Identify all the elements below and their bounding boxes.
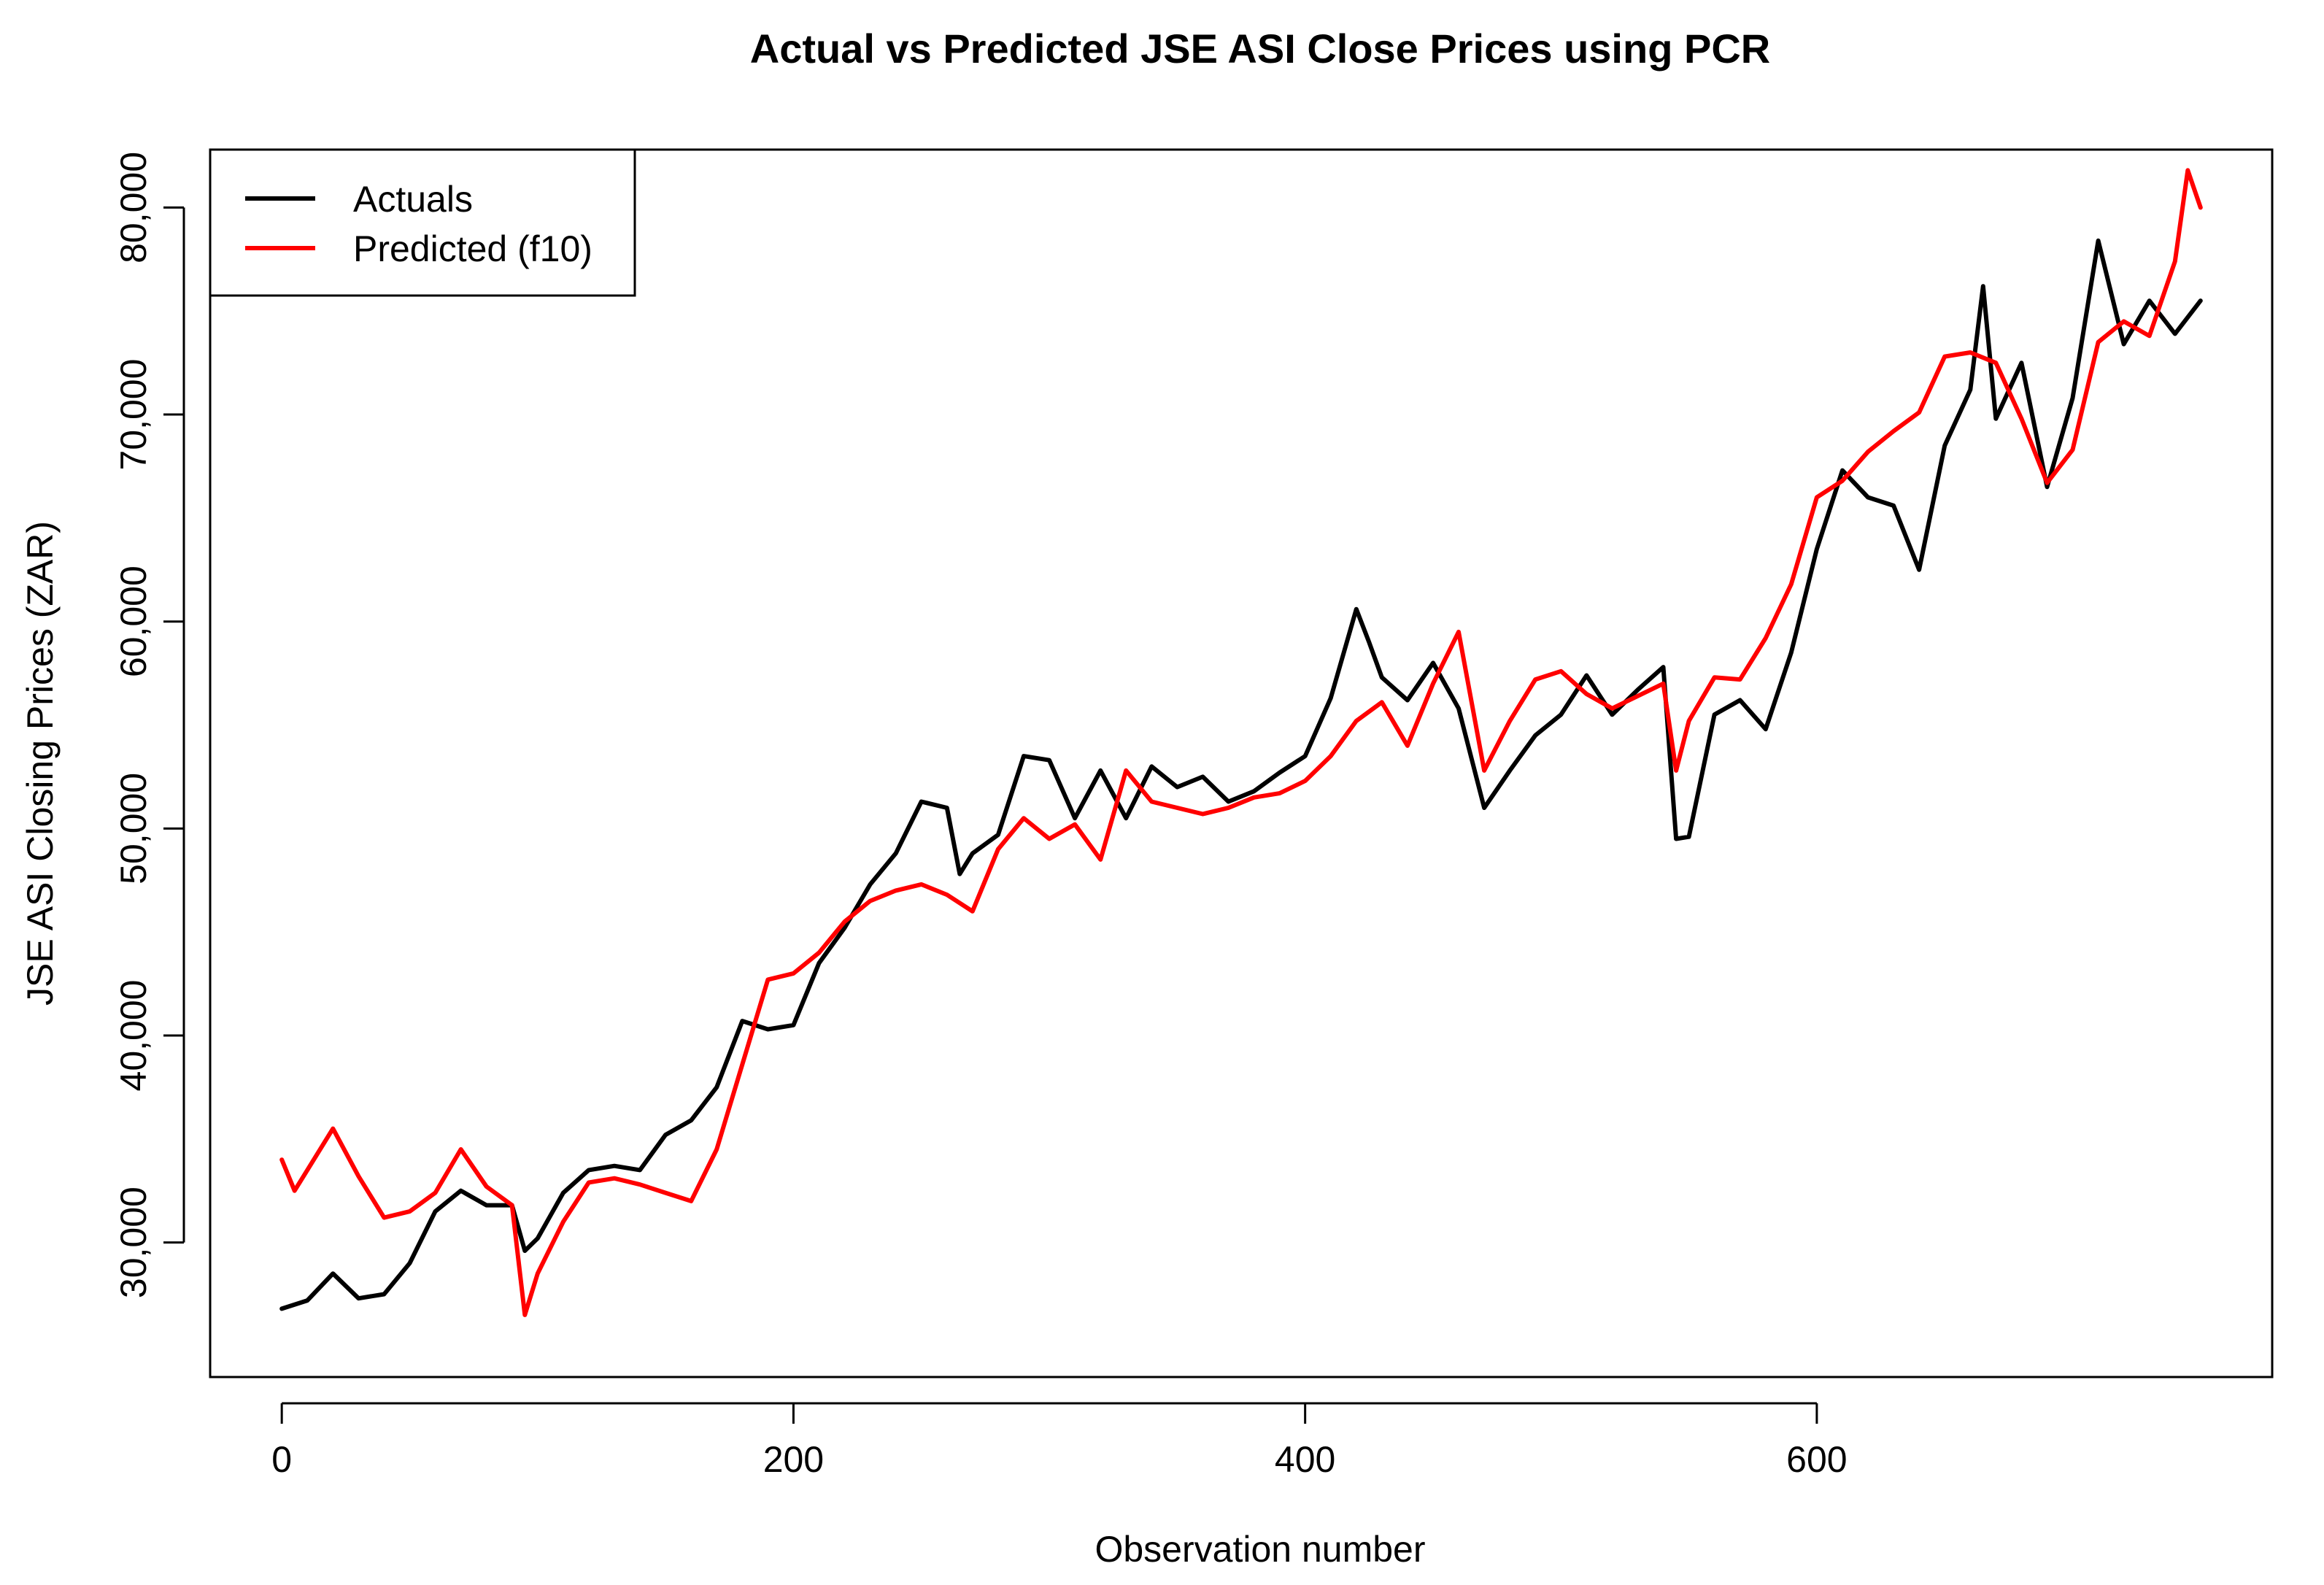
x-axis: 0 200 400 600 bbox=[271, 1402, 1848, 1480]
chart-title: Actual vs Predicted JSE ASI Close Prices… bbox=[750, 26, 1770, 72]
x-tick-label: 200 bbox=[763, 1439, 824, 1480]
legend: Actuals Predicted (f10) bbox=[209, 148, 636, 297]
y-tick-label: 50,000 bbox=[113, 773, 154, 884]
legend-label-predicted: Predicted (f10) bbox=[353, 228, 592, 269]
series-line-actuals bbox=[279, 238, 2203, 1311]
y-axis-label: JSE ASI Closing Prices (ZAR) bbox=[20, 521, 61, 1006]
y-tick-label: 40,000 bbox=[113, 980, 154, 1092]
legend-label-actuals: Actuals bbox=[353, 179, 473, 220]
plot-frame bbox=[209, 148, 2274, 1378]
series-line-predicted-f10 bbox=[279, 168, 2203, 1317]
y-axis: 30,000 40,000 50,000 60,000 70,000 80,000 bbox=[113, 152, 185, 1298]
y-tick-label: 80,000 bbox=[113, 152, 154, 263]
y-tick-label: 30,000 bbox=[113, 1187, 154, 1298]
y-tick-label: 60,000 bbox=[113, 566, 154, 677]
y-tick-label: 70,000 bbox=[113, 359, 154, 471]
series-group bbox=[279, 168, 2203, 1317]
x-tick-label: 400 bbox=[1275, 1439, 1335, 1480]
legend-box bbox=[209, 148, 636, 297]
x-tick-label: 600 bbox=[1786, 1439, 1847, 1480]
x-tick-label: 0 bbox=[271, 1439, 292, 1480]
x-axis-label: Observation number bbox=[1095, 1529, 1425, 1570]
series-layer bbox=[279, 168, 2203, 1317]
